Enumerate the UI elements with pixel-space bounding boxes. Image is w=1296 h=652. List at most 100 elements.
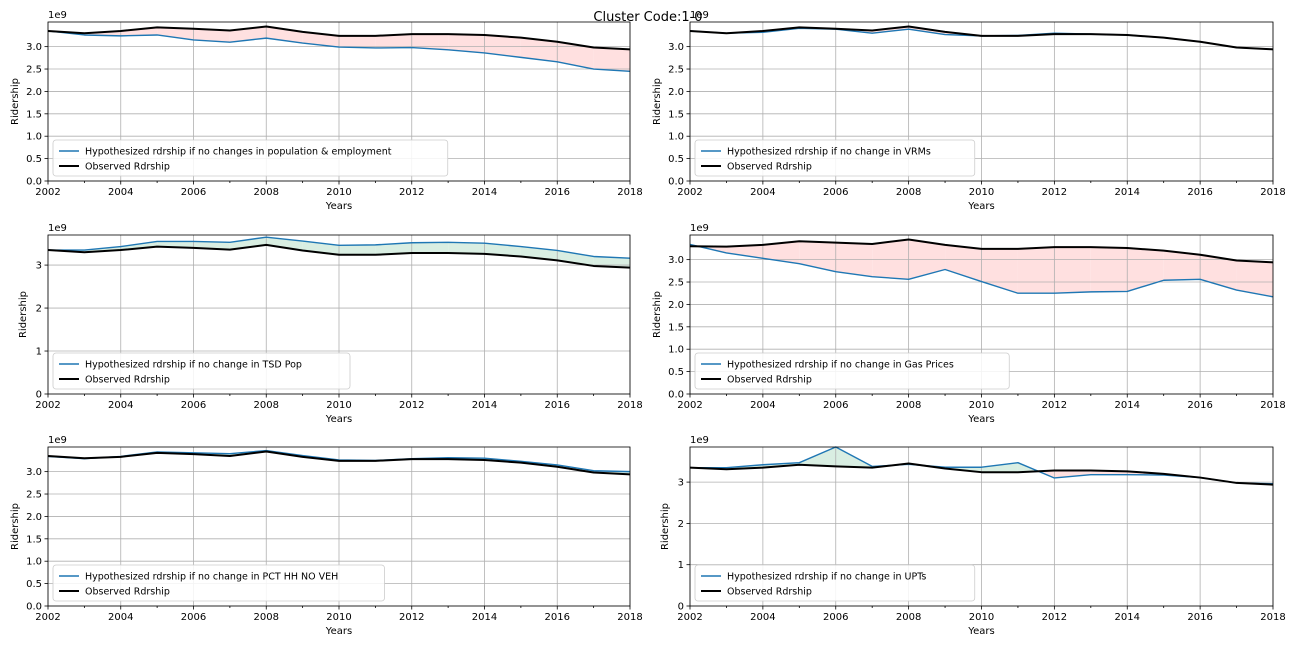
y-axis-label: Ridership (660, 503, 671, 550)
y-axis-label: Ridership (10, 78, 21, 125)
y-tick-label: 1.5 (668, 322, 684, 333)
y-tick-label: 0.0 (26, 177, 42, 188)
y-tick-label: 2.0 (668, 300, 684, 311)
x-tick-label: 2018 (617, 612, 642, 623)
x-tick-label: 2016 (1187, 612, 1212, 623)
x-tick-label: 2010 (326, 400, 351, 411)
y-tick-label: 3.0 (26, 42, 42, 53)
x-axis-label: Years (325, 414, 352, 425)
x-tick-label: 2004 (108, 187, 133, 198)
figure-title: Cluster Code:1-0 (0, 10, 1296, 25)
y-tick-label: 2.5 (668, 278, 684, 289)
x-tick-label: 2008 (896, 187, 921, 198)
y-tick-label: 3.0 (26, 467, 42, 478)
y-tick-label: 2.5 (26, 65, 42, 76)
x-tick-label: 2008 (254, 400, 279, 411)
x-tick-label: 2012 (1042, 187, 1067, 198)
x-tick-label: 2004 (750, 187, 775, 198)
fill-segment (1164, 251, 1200, 281)
x-tick-label: 2014 (472, 400, 497, 411)
x-tick-label: 2016 (545, 612, 570, 623)
fill-segment (339, 36, 375, 48)
y-tick-label: 3 (36, 261, 42, 272)
x-tick-label: 2012 (1042, 612, 1067, 623)
x-axis-label: Years (967, 201, 994, 212)
x-tick-label: 2002 (35, 612, 60, 623)
fill-segment (1018, 247, 1054, 293)
x-tick-label: 2012 (399, 400, 424, 411)
legend-label: Hypothesized rdrship if no change in PCT… (85, 572, 338, 583)
y-tick-label: 1.0 (668, 132, 684, 143)
fill-segment (412, 242, 448, 253)
fill-segment (982, 463, 1018, 473)
x-tick-label: 2018 (1260, 400, 1285, 411)
y-tick-label: 0.5 (26, 579, 42, 590)
y-tick-label: 0.5 (26, 154, 42, 165)
x-tick-label: 2010 (326, 612, 351, 623)
legend-label: Observed Rdrship (85, 162, 170, 173)
y-axis-multiplier: 1e9 (690, 435, 709, 446)
legend: Hypothesized rdrship if no change in Gas… (695, 353, 1009, 389)
y-tick-label: 2.0 (668, 87, 684, 98)
x-tick-label: 2014 (472, 612, 497, 623)
x-tick-label: 2002 (35, 187, 60, 198)
y-tick-label: 0.5 (668, 367, 684, 378)
legend-label: Hypothesized rdrship if no changes in po… (85, 147, 392, 158)
x-axis-label: Years (967, 626, 994, 637)
x-axis-label: Years (325, 201, 352, 212)
y-tick-label: 2.5 (26, 490, 42, 501)
x-tick-label: 2018 (1260, 612, 1285, 623)
x-tick-label: 2006 (823, 400, 848, 411)
x-tick-label: 2014 (1115, 612, 1140, 623)
y-tick-label: 1.0 (26, 557, 42, 568)
fill-segment (1054, 247, 1090, 293)
y-axis-label: Ridership (18, 291, 29, 338)
y-tick-label: 3.0 (668, 42, 684, 53)
y-tick-label: 0 (678, 602, 684, 613)
legend-label: Hypothesized rdrship if no change in UPT… (727, 572, 926, 583)
y-tick-label: 2.0 (26, 87, 42, 98)
legend-label: Hypothesized rdrship if no change in TSD… (85, 360, 302, 371)
y-axis-multiplier: 1e9 (48, 223, 67, 234)
x-tick-label: 2006 (823, 612, 848, 623)
y-axis-multiplier: 1e9 (48, 435, 67, 446)
x-axis-label: Years (325, 626, 352, 637)
x-tick-label: 2016 (1187, 187, 1212, 198)
x-tick-label: 2018 (1260, 187, 1285, 198)
x-tick-label: 2006 (181, 612, 206, 623)
x-tick-label: 2008 (896, 612, 921, 623)
fill-segment (1091, 247, 1127, 292)
y-tick-label: 2 (678, 519, 684, 530)
legend: Hypothesized rdrship if no change in PCT… (53, 565, 385, 601)
y-tick-label: 1 (36, 347, 42, 358)
y-tick-label: 0.0 (668, 177, 684, 188)
legend-label: Hypothesized rdrship if no change in Gas… (727, 360, 954, 371)
y-axis-label: Ridership (652, 291, 663, 338)
y-tick-label: 1 (678, 560, 684, 571)
x-tick-label: 2002 (677, 187, 702, 198)
legend: Hypothesized rdrship if no change in UPT… (695, 565, 975, 601)
x-tick-label: 2012 (399, 187, 424, 198)
x-tick-label: 2004 (750, 400, 775, 411)
x-tick-label: 2004 (108, 400, 133, 411)
x-tick-label: 2018 (617, 187, 642, 198)
x-tick-label: 2008 (254, 187, 279, 198)
x-tick-label: 2002 (677, 612, 702, 623)
x-tick-label: 2016 (545, 400, 570, 411)
legend-label: Observed Rdrship (727, 587, 812, 598)
x-tick-label: 2006 (823, 187, 848, 198)
y-tick-label: 3 (678, 478, 684, 489)
y-tick-label: 2.0 (26, 512, 42, 523)
